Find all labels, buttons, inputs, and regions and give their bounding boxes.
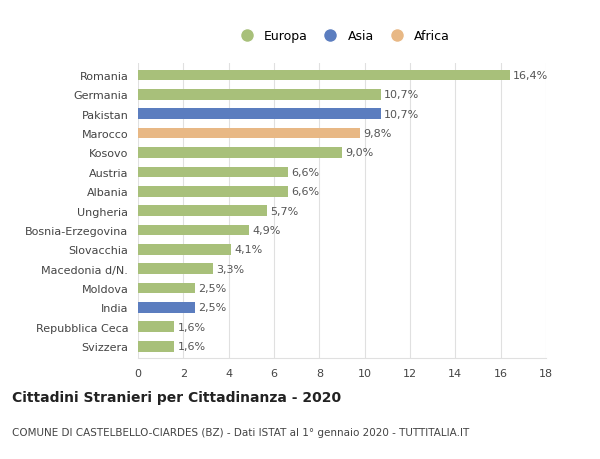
Text: 6,6%: 6,6%: [291, 168, 319, 178]
Bar: [138, 341, 174, 352]
Bar: [138, 245, 231, 255]
Bar: [138, 283, 194, 294]
Text: 9,0%: 9,0%: [346, 148, 374, 158]
Bar: [138, 264, 213, 274]
Legend: Europa, Asia, Africa: Europa, Asia, Africa: [230, 27, 454, 47]
Bar: [138, 302, 194, 313]
Text: 16,4%: 16,4%: [513, 71, 548, 81]
Bar: [138, 167, 287, 178]
Text: 10,7%: 10,7%: [384, 90, 419, 100]
Bar: [138, 71, 510, 81]
Bar: [138, 225, 249, 236]
Text: 5,7%: 5,7%: [271, 206, 299, 216]
Text: 4,9%: 4,9%: [253, 225, 281, 235]
Text: 9,8%: 9,8%: [364, 129, 392, 139]
Text: 4,1%: 4,1%: [235, 245, 263, 255]
Bar: [138, 322, 174, 332]
Bar: [138, 90, 380, 101]
Bar: [138, 148, 342, 158]
Text: 1,6%: 1,6%: [178, 341, 206, 352]
Text: 3,3%: 3,3%: [216, 264, 244, 274]
Text: 10,7%: 10,7%: [384, 110, 419, 119]
Text: Cittadini Stranieri per Cittadinanza - 2020: Cittadini Stranieri per Cittadinanza - 2…: [12, 390, 341, 404]
Text: 2,5%: 2,5%: [198, 284, 226, 293]
Bar: [138, 109, 380, 120]
Bar: [138, 186, 287, 197]
Text: 1,6%: 1,6%: [178, 322, 206, 332]
Bar: [138, 206, 267, 217]
Bar: [138, 129, 360, 139]
Text: 6,6%: 6,6%: [291, 187, 319, 197]
Text: COMUNE DI CASTELBELLO-CIARDES (BZ) - Dati ISTAT al 1° gennaio 2020 - TUTTITALIA.: COMUNE DI CASTELBELLO-CIARDES (BZ) - Dat…: [12, 427, 469, 437]
Text: 2,5%: 2,5%: [198, 303, 226, 313]
